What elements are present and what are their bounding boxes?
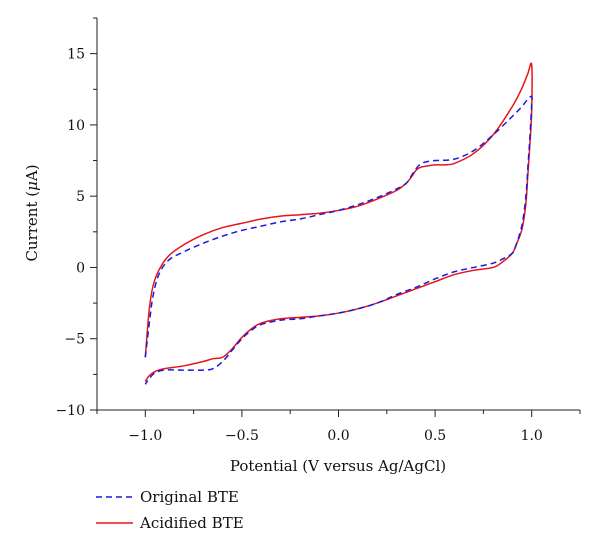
legend: Original BTE Acidified BTE xyxy=(96,488,244,532)
series-layer xyxy=(144,62,533,385)
x-tick-label: 0.5 xyxy=(424,428,446,444)
y-tick-label: −5 xyxy=(64,332,85,348)
legend-item-original: Original BTE xyxy=(96,488,239,506)
y-tick-label: 15 xyxy=(67,47,85,63)
axes xyxy=(96,18,580,411)
y-tick-label: 10 xyxy=(67,118,85,134)
legend-item-acidified: Acidified BTE xyxy=(96,514,244,532)
series-original-bte xyxy=(144,95,533,385)
y-tick-label: −10 xyxy=(55,403,85,419)
x-tick-label: 1.0 xyxy=(521,428,543,444)
series-acidified-bte xyxy=(144,62,533,382)
y-tick-label: 5 xyxy=(76,189,85,205)
x-axis-ticks: −1.0 −0.5 0.0 0.5 1.0 xyxy=(96,410,581,444)
y-axis-ticks: −10 −5 0 5 10 15 xyxy=(55,17,97,419)
y-tick-label: 0 xyxy=(76,260,85,276)
y-axis-title-unit: μ xyxy=(23,181,41,191)
y-axis-title-prefix: Current ( xyxy=(23,191,41,262)
x-axis-title: Potential (V versus Ag/AgCl) xyxy=(230,457,446,475)
x-tick-label: 0.0 xyxy=(327,428,349,444)
x-tick-label: −0.5 xyxy=(225,428,259,444)
x-tick-label: −1.0 xyxy=(128,428,162,444)
y-axis-title-suffix: A) xyxy=(23,164,41,182)
legend-label-original: Original BTE xyxy=(140,488,239,506)
y-axis-title: Current (μA) xyxy=(23,164,41,261)
legend-label-acidified: Acidified BTE xyxy=(139,514,244,532)
